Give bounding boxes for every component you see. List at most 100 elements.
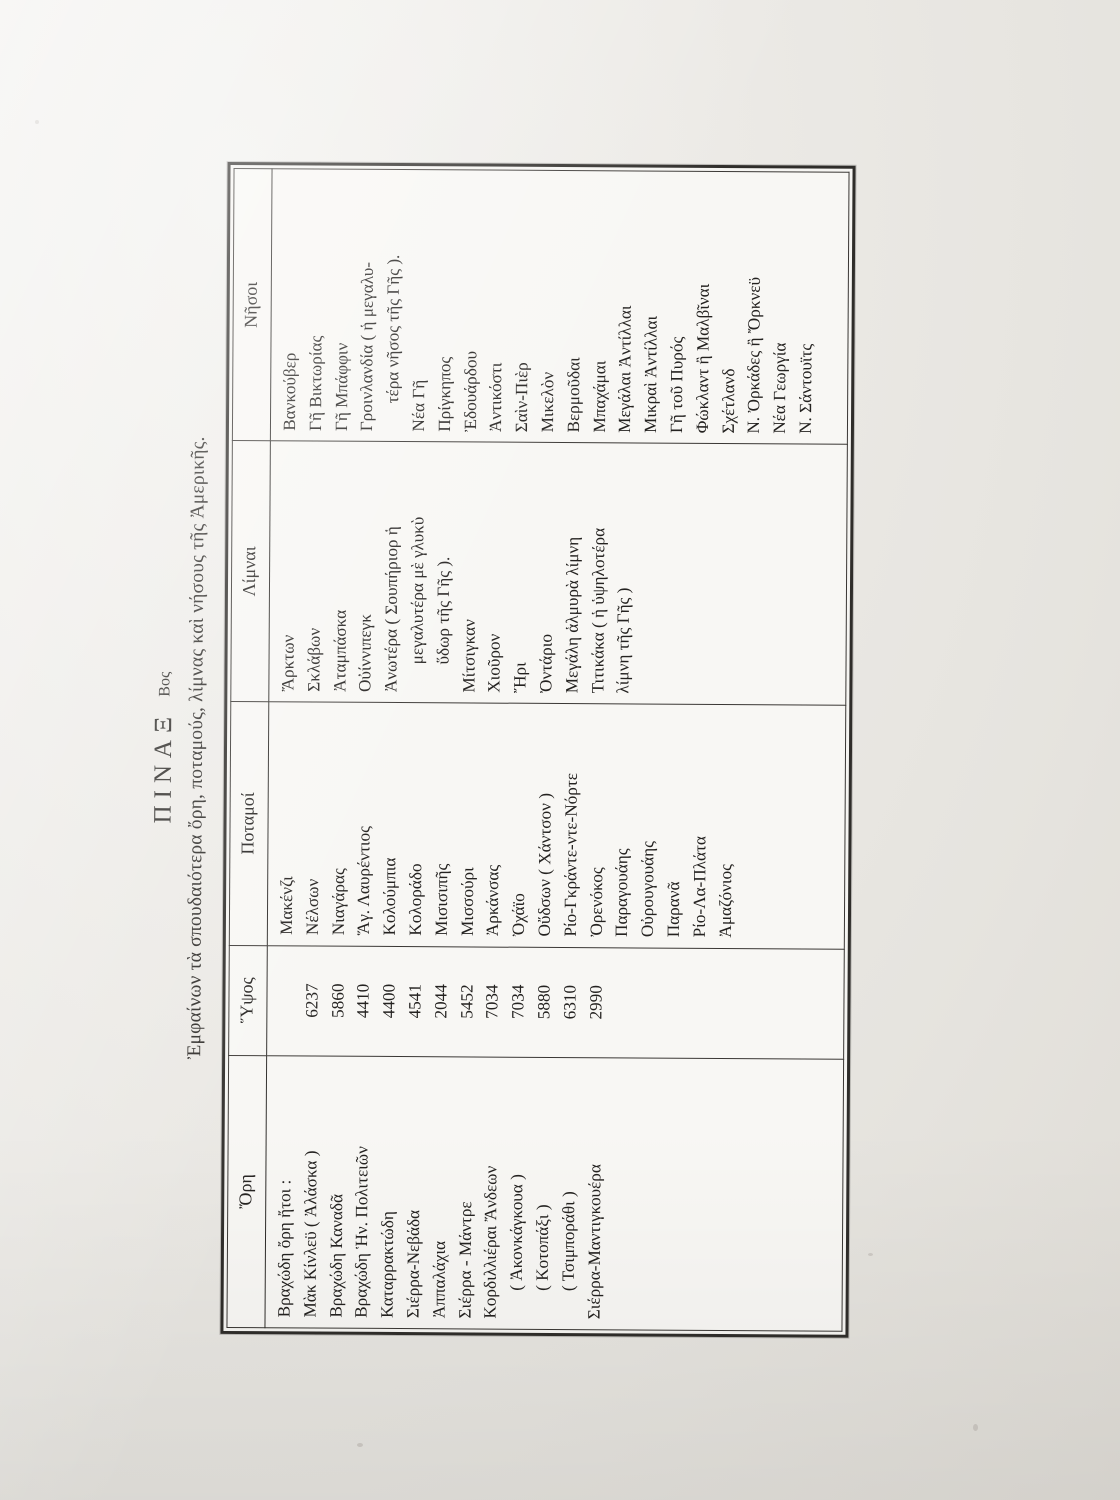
entry-line: Τιτικάκα ( ἡ ὑψηλοτέρα <box>587 527 608 694</box>
entry-line: τέρα νῆσος τῆς Γῆς ). <box>383 254 404 404</box>
entry-line: 2990 <box>585 985 606 1020</box>
entry-line <box>273 956 299 1045</box>
cell-mountains: Βραχώδη ὄρη ἤτοι : Μὰκ Κίνλεϋ ( Ἀλάσκα ) Β… <box>264 1055 844 1332</box>
entry-line: Βραχώδη Ἡν. Πολιτειῶν <box>351 1146 372 1318</box>
entry-line: Παραγουάης <box>612 848 632 937</box>
entry-line: 5452 <box>456 984 477 1019</box>
entry-line: Σκλάβων <box>304 627 324 692</box>
entry-line: Ν. Σάντουϊτς <box>795 343 816 434</box>
scan-speck <box>35 120 39 124</box>
entry-line: Νιαγάρας <box>328 868 348 936</box>
entry-line: Γῆ Βικτωρίας <box>305 335 326 431</box>
entry-line: Οὐίννιπεγκ <box>355 614 376 693</box>
entry-line: Μικελὸν <box>537 371 558 433</box>
entry-line: Σχέτλανδ <box>718 368 738 434</box>
entry-line: Νέα Γῆ <box>408 379 429 432</box>
entry-line: Σαὶν-Πιὲρ <box>512 362 532 433</box>
entry-line: Ἄρκτων <box>278 634 298 692</box>
scan-speck <box>973 1424 978 1431</box>
title-block: ΠΙΝΑΞ Βος Ἐμφαίνων τὰ σπουδαιότερα ὄρη, … <box>146 128 212 1368</box>
entry-line: Μπαχάμαι <box>589 360 609 433</box>
entry-line: Μεγάλαι Ἀντίλλαι <box>615 305 636 433</box>
page-title-text: ΠΙΝΑΞ <box>149 709 178 824</box>
entry-line: 4400 <box>379 983 399 1019</box>
entry-line: Ἀντικόστι <box>486 362 506 433</box>
table-row: Βραχώδη ὄρη ἤτοι : Μὰκ Κίνλεϋ ( Ἀλάσκα ) Β… <box>264 168 850 1332</box>
page-title-ordinal: Βος <box>156 671 174 697</box>
entry-line: Ρίο-Γκράντε-ντε-Νόρτε <box>560 772 581 937</box>
entry-line: Μεγάλη ἁλμυρὰ λίμνη <box>562 536 583 694</box>
table-border-frame: Ὄρη Ὕψος Ποταμοί Λίμναι Νῆσοι Βραχώδη ὄρ… <box>220 161 856 1338</box>
entry-line: Κολοράδο <box>405 863 426 936</box>
entry-line: Νέλσων <box>302 878 323 936</box>
entry-line: Κορδιλλιέραι Ἄνδεων <box>480 1165 501 1319</box>
column-header-lakes: Λίμναι <box>230 440 271 702</box>
entry-line: Ἀνωτέρα ( Σουπήριορ ἡ <box>381 526 402 693</box>
column-header-mountains: Ὄρη <box>226 1055 267 1328</box>
entry-line: Χιοῦρον <box>484 633 505 693</box>
entry-line: Βανκούβερ <box>279 352 300 431</box>
entry-line: Οὔδσων ( Χάντσον ) <box>534 792 555 937</box>
page-title: ΠΙΝΑΞ Βος <box>146 128 182 1368</box>
entry-line: 6237 <box>302 983 322 1018</box>
entry-line: Πρίγκηπος <box>434 356 455 432</box>
entry-line: Ἀππαλάχια <box>429 1240 449 1319</box>
entry-line: Ἤρι <box>510 662 530 693</box>
entry-line: ( Ἀκονκάγκουα ) <box>506 1174 527 1291</box>
entry-line: Μισισιπῆς <box>431 863 452 936</box>
entry-line: Ὀρενόκος <box>586 867 606 937</box>
entry-line: 2044 <box>431 984 451 1019</box>
entry-line: 4410 <box>353 983 373 1019</box>
entry-line: Ἀρκάνσας <box>483 864 503 937</box>
column-header-islands: Νῆσοι <box>232 168 273 442</box>
entry-line: Γῆ Μπάφφιν <box>331 342 352 432</box>
entry-line: λίμνη τῆς Γῆς ) <box>613 587 634 694</box>
scan-speck <box>357 1443 363 1447</box>
entry-line: Μίτσιγκαν <box>458 618 479 693</box>
entry-line: Ἀμαζόνιος <box>715 863 735 938</box>
table-body: Βραχώδη ὄρη ἤτοι : Μὰκ Κίνλεϋ ( Ἀλάσκα ) Β… <box>264 168 850 1332</box>
entry-line: Κολούμπια <box>380 857 400 936</box>
entry-line: Μακένζι <box>276 876 297 935</box>
entry-line: Ν. Ὀρκάδες ἢ Ὄρκνεϋ <box>744 276 765 434</box>
entry-line: 7034 <box>508 984 528 1020</box>
entry-line: Οὐρουγουάης <box>638 840 658 938</box>
entry-line: Σιέρρα-Νεβάδα <box>403 1209 424 1319</box>
entry-line: ( Τσιμποράθι ) <box>558 1191 579 1292</box>
rotated-table-sheet: ΠΙΝΑΞ Βος Ἐμφαίνων τὰ σπουδαιότερα ὄρη, … <box>146 128 974 1373</box>
entry-line: Παρανᾶ <box>663 881 684 938</box>
page-subtitle: Ἐμφαίνων τὰ σπουδαιότερα ὄρη, ποταμούς, … <box>184 436 209 1060</box>
column-header-rivers: Ποταμοί <box>229 701 269 946</box>
entry-line: Γροινλανδία ( ἡ μεγαλυ- <box>357 261 378 432</box>
cell-heights: 6237 5860 4410 4400 4541 2044 5452 7034 7034 5880… <box>266 945 845 1059</box>
entry-line: ( Κοτοπάξι ) <box>532 1204 553 1291</box>
entry-line: Βερμοῦδαι <box>563 357 584 433</box>
entry-line: 7034 <box>482 984 502 1019</box>
scan-speck <box>868 1253 873 1256</box>
cell-lakes: Ἄρκτων Σκλάβων Ἀταμπάσκα Οὐίννιπεγκ Ἀνωτέρα … <box>268 441 848 706</box>
entry-line: Γῆ τοῦ Πυρός <box>666 336 687 434</box>
entry-line: Φώκλαντ ἢ Μαλβῖναι <box>692 283 713 434</box>
entry-line: Ὀντάριο <box>536 633 556 694</box>
cell-islands: Βανκούβερ Γῆ Βικτωρίας Γῆ Μπάφφιν Γροινλανδ… <box>270 168 850 445</box>
entry-line: Ρίο-Λα-Πλάτα <box>689 835 710 938</box>
entry-line: Βραχώδη Καναδᾶ <box>326 1193 346 1318</box>
entry-line: 5880 <box>534 984 554 1020</box>
entry-line: μεγαλυτέρα μὲ γλυκὺ <box>407 516 428 665</box>
entry-line: Ἀταμπάσκα <box>329 609 350 692</box>
entry-line: Σιέρρα - Μάντρε <box>455 1201 475 1319</box>
entry-line: ὕδωρ τῆς Γῆς ). <box>433 556 453 665</box>
entry-line: Σιέρρα-Μαντιγκουέρα <box>584 1164 605 1320</box>
entry-line: Μὰκ Κίνλεϋ ( Ἀλάσκα ) <box>300 1150 321 1318</box>
entry-line: Καταρρακτώδη <box>377 1211 398 1319</box>
entry-line: 5860 <box>327 983 348 1018</box>
main-table: Ὄρη Ὕψος Ποταμοί Λίμναι Νῆσοι Βραχώδη ὄρ… <box>226 167 850 1332</box>
entry-line: Μικραὶ Ἀντίλλαι <box>641 315 661 434</box>
cell-rivers: Μακένζι Νέλσων Νιαγάρας Ἅγ. Λαυρέντιος Κολού… <box>267 701 846 949</box>
entry-line: Ὀχάϊο <box>509 893 529 937</box>
entry-line: Μισσούρι <box>457 867 477 937</box>
entry-line: Ἅγ. Λαυρέντιος <box>354 825 374 936</box>
entry-line: 6310 <box>560 984 580 1020</box>
column-header-height: Ὕψος <box>228 945 268 1056</box>
